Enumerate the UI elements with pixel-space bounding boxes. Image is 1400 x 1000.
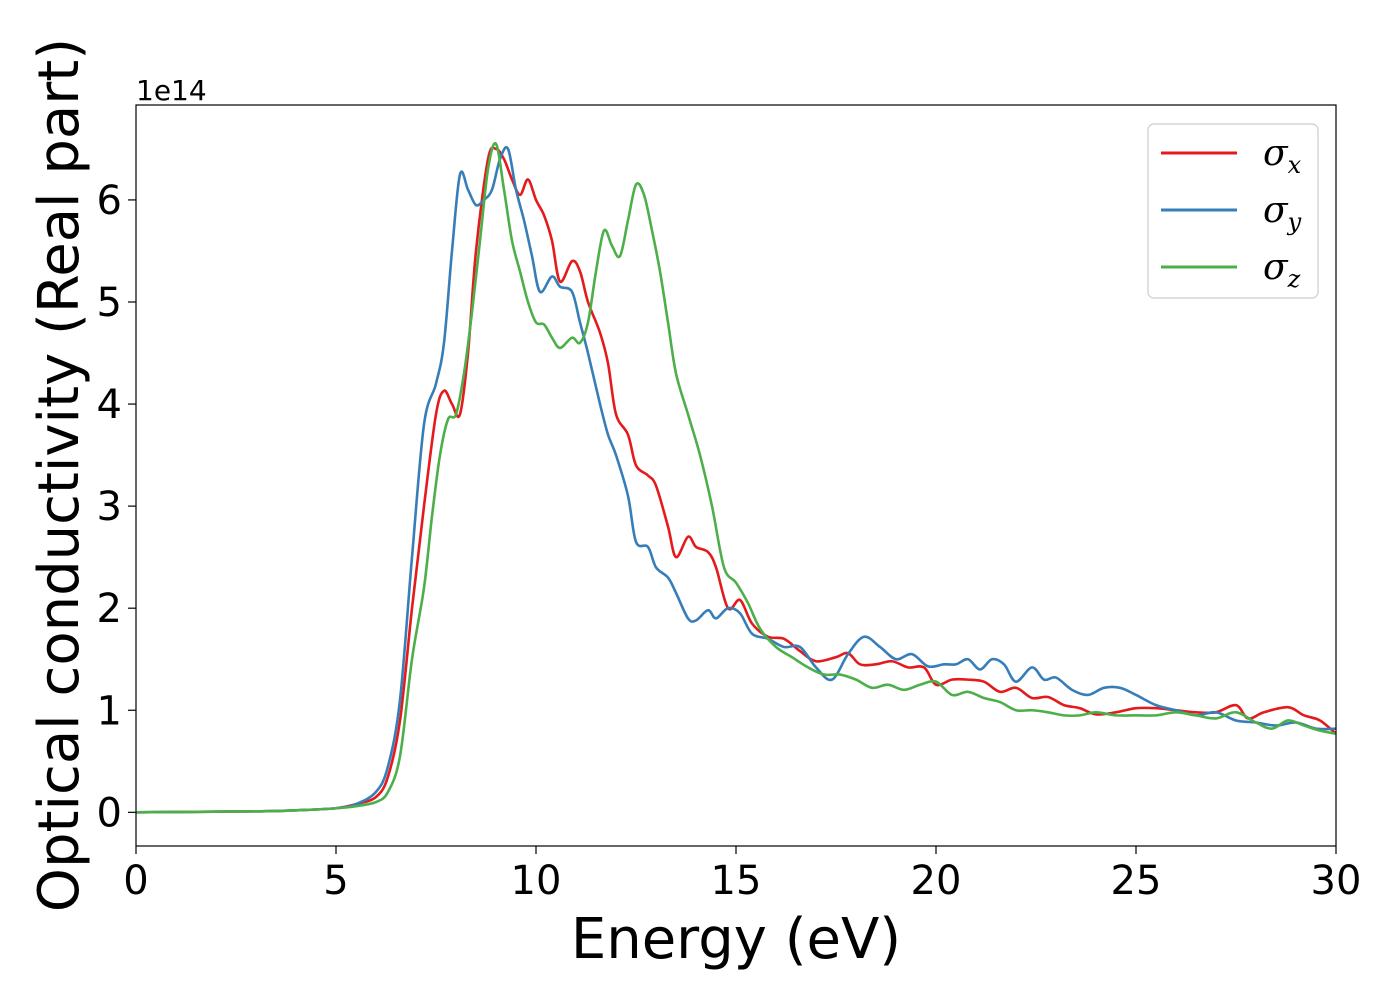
y-tick-label: 2 (97, 586, 122, 632)
x-tick-label: 30 (1311, 858, 1362, 904)
legend-label-z: σz (1263, 247, 1301, 293)
series-line-z (136, 141, 1336, 814)
x-tick-label: 25 (1111, 858, 1162, 904)
x-axis: 0 5 10 15 20 25 30 (123, 846, 1361, 904)
y-tick-label: 0 (97, 790, 122, 836)
y-axis-title: Optical conductivity (Real part) (27, 38, 92, 912)
legend-label-x: σx (1263, 133, 1302, 179)
x-tick-label: 15 (711, 858, 762, 904)
legend: σx σy σz (1147, 123, 1319, 299)
series-layer (136, 141, 1336, 814)
series-line-y (136, 146, 1336, 814)
x-tick-label: 5 (323, 858, 348, 904)
y-tick-label: 4 (97, 382, 122, 428)
y-tick-label: 3 (97, 484, 122, 530)
y-offset-text: 1e14 (136, 74, 207, 107)
y-tick-label: 1 (97, 688, 122, 734)
x-axis-title: Energy (eV) (571, 907, 901, 972)
plot-background (136, 105, 1336, 846)
legend-label-y: σy (1263, 190, 1302, 236)
y-tick-label: 5 (97, 280, 122, 326)
y-tick-label: 6 (97, 178, 122, 224)
x-tick-label: 0 (123, 858, 148, 904)
y-axis: 0 1 2 3 4 5 6 (97, 178, 136, 836)
x-tick-label: 20 (911, 858, 962, 904)
x-tick-label: 10 (511, 858, 562, 904)
